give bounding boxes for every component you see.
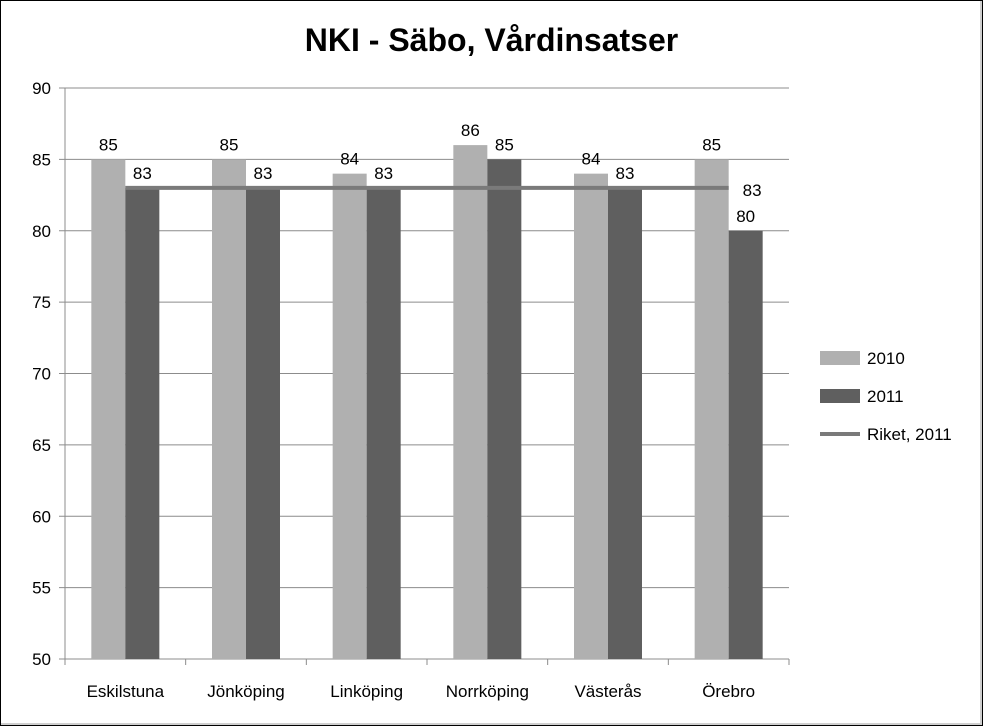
x-tick-label: Örebro [702,682,755,701]
legend-label: 2010 [867,349,905,368]
data-label: 84 [340,150,359,169]
bar-2011[interactable] [728,230,763,659]
bar-2011[interactable] [366,187,401,660]
bar-2010[interactable] [574,173,608,659]
data-label: 83 [133,164,152,183]
y-tick-label: 50 [32,650,51,669]
bar-2011[interactable] [246,187,280,660]
bar-2010[interactable] [694,159,729,659]
data-label: 83 [616,164,635,183]
bar-2011[interactable] [487,159,522,659]
legend-swatch-2010[interactable] [820,351,860,365]
bar-2010[interactable] [453,145,488,660]
y-tick-label: 80 [32,222,51,241]
x-tick-label: Linköping [330,682,403,701]
data-label: 85 [702,135,721,154]
y-tick-label: 65 [32,436,51,455]
legend-swatch-2011[interactable] [820,389,860,403]
y-tick-label: 75 [32,293,51,312]
x-tick-label: Jönköping [207,682,285,701]
legend-label: 2011 [867,387,904,406]
chart-title: NKI - Säbo, Vårdinsatser [304,22,679,58]
bar-2010[interactable] [332,173,367,659]
data-label: 85 [220,135,239,154]
bar-2011[interactable] [125,187,160,660]
y-tick-label: 60 [32,507,51,526]
data-label: 85 [495,135,514,154]
data-label: 84 [582,150,601,169]
y-tick-label: 55 [32,579,51,598]
bar-2010[interactable] [212,159,246,659]
x-tick-label: Västerås [574,682,641,701]
x-tick-label: Norrköping [446,682,529,701]
y-tick-label: 70 [32,365,51,384]
x-tick-label: Eskilstuna [87,682,165,701]
line-data-label: 83 [743,181,762,200]
y-tick-label: 85 [32,150,51,169]
y-tick-label: 90 [32,79,51,98]
bar-2010[interactable] [91,159,126,659]
data-label: 86 [461,121,480,140]
data-label: 83 [254,164,273,183]
legend-label: Riket, 2011 [867,425,952,444]
data-label: 83 [374,164,393,183]
data-label: 85 [99,135,118,154]
data-label: 80 [736,207,755,226]
bar-2011[interactable] [608,187,642,660]
